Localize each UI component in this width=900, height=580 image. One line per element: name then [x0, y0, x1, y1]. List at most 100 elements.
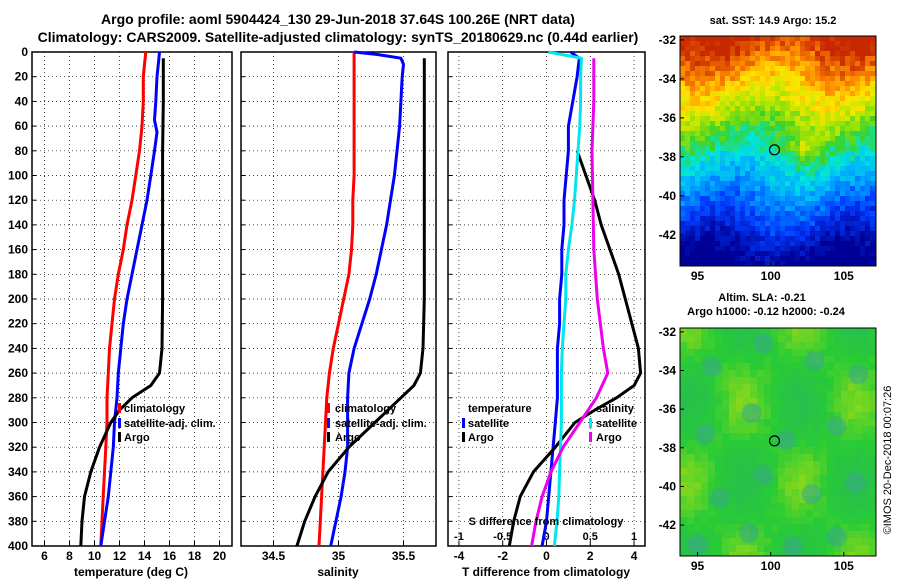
salinity-axis-label: salinity	[317, 565, 359, 579]
legend-swatch-climatology	[118, 403, 121, 413]
temperature-panel: 6 8 10 12 14 16 18 2002040608010012014016018020…	[8, 45, 233, 563]
map-x-tick-label: 105	[834, 269, 854, 283]
legend-label-argo: Argo	[124, 432, 150, 444]
sla-eddy	[753, 464, 774, 485]
argo-position-marker	[768, 435, 781, 447]
map-y-tick-label: -36	[659, 111, 677, 125]
depth-tick-label: 260	[8, 366, 28, 380]
sla-eddy	[687, 534, 708, 555]
depth-tick-label: 60	[15, 119, 29, 133]
x-tick-label: 18	[188, 549, 202, 563]
s-diff-tick-label: 1	[631, 531, 637, 543]
salinity-legend: climatology satellite-adj. clim. Argo	[327, 403, 427, 444]
depth-tick-label: 340	[8, 465, 28, 479]
depth-tick-label: 300	[8, 416, 28, 430]
map-y-tick-label: -32	[659, 33, 677, 47]
title-line-1: Argo profile: aoml 5904424_130 29-Jun-20…	[101, 11, 575, 27]
legend-label-t-argo: Argo	[468, 432, 494, 444]
x-tick-label: -2	[497, 549, 508, 563]
sla-eddy	[741, 403, 762, 424]
sla-eddy	[804, 350, 825, 371]
legend-label-satellite: satellite-adj. clim.	[335, 418, 427, 430]
map-frame	[679, 327, 877, 557]
map-y-tick-label: -38	[659, 150, 677, 164]
temperature-axis-label: temperature (deg C)	[74, 565, 188, 579]
difference-panel: -4 -2 0 2 4 -1 -0.5 0 0.5 1	[447, 50, 646, 563]
map-x-tick-label: 100	[761, 559, 781, 573]
sst-map-title: sat. SST: 14.9 Argo: 15.2	[710, 15, 837, 27]
legend-swatch-t-argo	[462, 432, 465, 442]
sla-eddy	[753, 333, 774, 354]
x-tick-label: 35	[332, 549, 346, 563]
x-tick-label: 4	[631, 549, 638, 563]
x-tick-label: -4	[454, 549, 465, 563]
sla-map: 95 100 105 -32 -34 -36 -38 -40 -42	[659, 325, 877, 573]
map-y-tick-label: -34	[659, 72, 677, 86]
legend-swatch-t-satellite	[462, 418, 465, 428]
map-y-tick-label: -32	[659, 325, 677, 339]
sla-eddy	[826, 416, 847, 437]
series-climatology	[317, 52, 356, 547]
legend-swatch-argo	[118, 432, 121, 442]
legend-title-temperature: temperature	[468, 403, 532, 415]
map-x-tick-label: 100	[761, 269, 781, 283]
legend-label-satellite: satellite-adj. clim.	[124, 418, 216, 430]
legend-swatch-s-argo	[589, 432, 592, 442]
legend-label-climatology: climatology	[124, 403, 186, 415]
sst-color-field	[680, 36, 876, 266]
legend-label-s-argo: Argo	[596, 432, 622, 444]
plot-frame	[240, 51, 437, 547]
series-climatology	[99, 51, 148, 547]
legend-label-climatology: climatology	[335, 403, 397, 415]
sla-eddy	[775, 430, 796, 451]
legend-swatch-s-satellite	[589, 418, 592, 428]
s-diff-tick-label: 0	[543, 531, 549, 543]
map-x-tick-label: 95	[691, 559, 705, 573]
depth-tick-label: 120	[8, 193, 28, 207]
series-t-argo	[507, 150, 643, 547]
legend-swatch-satellite	[118, 418, 121, 428]
x-tick-label: 6	[41, 549, 48, 563]
depth-tick-label: 180	[8, 267, 28, 281]
map-y-tick-label: -40	[659, 189, 677, 203]
difference-temperature-legend: temperature satellite Argo	[462, 403, 532, 444]
map-frame	[679, 35, 877, 267]
depth-tick-label: 160	[8, 243, 28, 257]
depth-tick-label: 100	[8, 169, 28, 183]
s-diff-tick-label: 0.5	[583, 531, 598, 543]
series-s-satellite	[548, 50, 583, 547]
depth-tick-label: 380	[8, 514, 28, 528]
legend-swatch-satellite	[327, 418, 330, 428]
sla-map-title: Altim. SLA: -0.21	[718, 292, 805, 304]
legend-title-salinity: salinity	[596, 403, 635, 415]
map-y-tick-label: -38	[659, 441, 677, 455]
plot-frame	[447, 51, 646, 547]
legend-label-argo: Argo	[335, 432, 361, 444]
x-tick-label: 2	[587, 549, 594, 563]
map-y-tick-label: -36	[659, 402, 677, 416]
sst-map: 95 100 105 -32 -34 -36 -38 -40 -42	[659, 33, 877, 283]
map-y-tick-label: -34	[659, 364, 677, 378]
map-x-tick-label: 105	[834, 559, 854, 573]
temperature-legend: climatology satellite-adj. clim. Argo	[118, 403, 216, 444]
sla-eddy	[694, 424, 715, 445]
depth-tick-label: 360	[8, 490, 28, 504]
x-tick-label: 0	[543, 549, 550, 563]
series-satellite-adj	[99, 51, 161, 547]
legend-label-t-satellite: satellite	[468, 418, 509, 430]
depth-tick-label: 20	[15, 70, 29, 84]
depth-tick-label: 200	[8, 292, 28, 306]
map-y-tick-label: -42	[659, 518, 677, 532]
depth-tick-label: 400	[8, 539, 28, 553]
depth-tick-label: 220	[8, 317, 28, 331]
s-diff-tick-label: -0.5	[493, 531, 512, 543]
series-argo	[79, 58, 165, 547]
salinity-panel: 34.5 35 35.5	[240, 50, 437, 563]
depth-tick-label: 240	[8, 341, 28, 355]
imos-watermark: ©IMOS 20-Dec-2018 00:07:26	[882, 386, 894, 535]
legend-swatch-climatology	[327, 403, 330, 413]
sla-eddy	[709, 488, 730, 509]
t-difference-axis-label: T difference from climatology	[462, 565, 630, 579]
sla-eddy	[801, 484, 822, 505]
